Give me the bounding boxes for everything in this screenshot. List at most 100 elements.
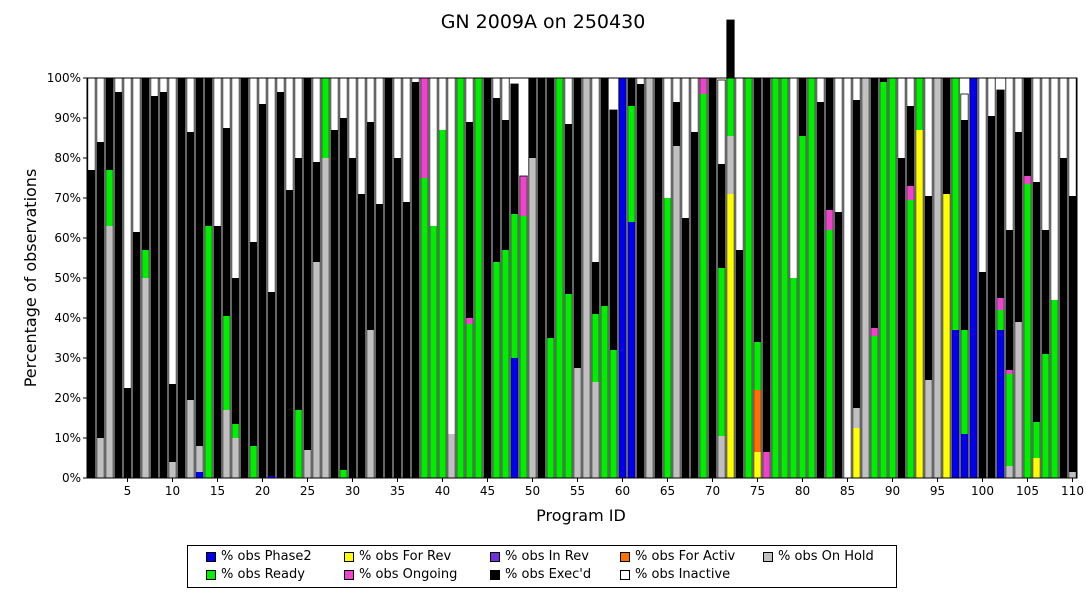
legend-swatch — [620, 551, 630, 562]
bar-segment — [222, 128, 231, 316]
bar-segment — [906, 106, 915, 186]
x-tick-label: 50 — [525, 484, 540, 498]
legend-label: % obs In Rev — [505, 549, 589, 564]
bar-segment — [123, 78, 132, 388]
bar-segment — [717, 164, 726, 268]
bar-segment — [510, 214, 519, 358]
bar-segment — [573, 368, 582, 478]
bar-segment — [600, 306, 609, 478]
bar-segment — [933, 78, 942, 478]
bar-segment — [213, 78, 222, 226]
bar-segment — [636, 78, 645, 84]
bar-segment — [708, 78, 717, 478]
bar-segment — [870, 78, 879, 328]
x-tick-label: 45 — [480, 484, 495, 498]
x-tick-label: 20 — [255, 484, 270, 498]
bar-segment — [672, 78, 681, 102]
legend-item: % obs Ready — [206, 567, 305, 582]
bar-segment — [960, 94, 969, 120]
bar-segment — [897, 78, 906, 158]
bar-segment — [366, 122, 375, 330]
stacked-bar-chart: GN 2009A on 250430 0% 10% 20% 30% 40% 50% 60% 7… — [21, 11, 1084, 525]
bar-segment — [807, 78, 816, 478]
bar-segment — [1050, 300, 1059, 478]
bar-segment — [645, 78, 654, 478]
bar-segment — [609, 350, 618, 478]
bar-segment — [528, 158, 537, 478]
bar-segment — [672, 146, 681, 478]
bar-segment — [213, 226, 222, 478]
bar-segment — [465, 324, 474, 478]
bar-segment — [834, 212, 843, 478]
x-tick-label: 15 — [210, 484, 225, 498]
bar-segment — [681, 218, 690, 478]
x-tick-label: 55 — [570, 484, 585, 498]
bar-segment — [591, 382, 600, 478]
bar-segment — [411, 78, 420, 82]
x-tick-label: 75 — [750, 484, 765, 498]
bar-segment — [762, 78, 771, 452]
bar-segment — [546, 78, 555, 338]
bar-segment — [465, 318, 474, 324]
bar-segment — [312, 78, 321, 162]
bar-segment — [987, 116, 996, 478]
x-tick-label: 25 — [300, 484, 315, 498]
x-tick-label: 85 — [840, 484, 855, 498]
bar-segment — [816, 78, 825, 102]
bar-segment — [753, 78, 762, 342]
bar-segment — [159, 92, 168, 478]
bar-segment — [249, 242, 258, 446]
legend-label: % obs For Rev — [359, 549, 452, 564]
bar-segment — [312, 262, 321, 478]
bar-segment — [879, 82, 888, 478]
bar-segment — [249, 78, 258, 242]
bar-segment — [519, 176, 528, 216]
legend-swatch — [620, 569, 630, 580]
bar-segment — [627, 106, 636, 222]
bar-segment — [294, 78, 303, 158]
bar-segment — [987, 78, 996, 116]
bar-segment — [420, 78, 429, 178]
bar-segment — [1023, 184, 1032, 478]
bar-segment — [897, 158, 906, 478]
legend-swatch — [490, 551, 500, 562]
bar-segment — [960, 434, 969, 478]
bar-segment — [969, 78, 978, 478]
bar-segment — [366, 78, 375, 122]
legend-label: % obs For Activ — [635, 549, 736, 564]
legend-label: % obs Ready — [221, 567, 305, 582]
bar-segment — [699, 94, 708, 478]
bar-segment — [834, 78, 843, 212]
bar-segment — [519, 216, 528, 478]
bar-segment — [717, 80, 726, 164]
legend-item: % obs Inactive — [620, 567, 730, 582]
bar-segment — [501, 120, 510, 250]
bar-segment — [1059, 158, 1068, 478]
chart-title: GN 2009A on 250430 — [441, 11, 646, 33]
x-tick-label: 10 — [165, 484, 180, 498]
bar-segment — [339, 470, 348, 478]
bar-segment — [1005, 466, 1014, 478]
bar-segment — [492, 98, 501, 262]
bar-segment — [879, 78, 888, 82]
legend-label: % obs Ongoing — [359, 567, 458, 582]
x-tick-label: 110 — [1061, 484, 1084, 498]
bar-segment — [1068, 472, 1077, 478]
bar-segment — [996, 90, 1005, 298]
bar-segment — [375, 78, 384, 204]
bar-segment — [150, 78, 159, 96]
bar-segment — [798, 136, 807, 478]
bar-segment — [906, 186, 915, 200]
bar-segment — [267, 476, 276, 478]
bar-segment — [285, 190, 294, 478]
legend-item: % obs For Activ — [620, 549, 735, 564]
bar-segment — [168, 78, 177, 384]
bar-segment — [267, 78, 276, 292]
bar-segment — [1068, 196, 1077, 472]
bar-segment — [87, 170, 96, 478]
bar-segment — [105, 78, 114, 170]
bar-segment — [1032, 182, 1041, 422]
bar-segment — [960, 120, 969, 330]
bar-segment — [168, 462, 177, 478]
bar-segment — [789, 278, 798, 478]
